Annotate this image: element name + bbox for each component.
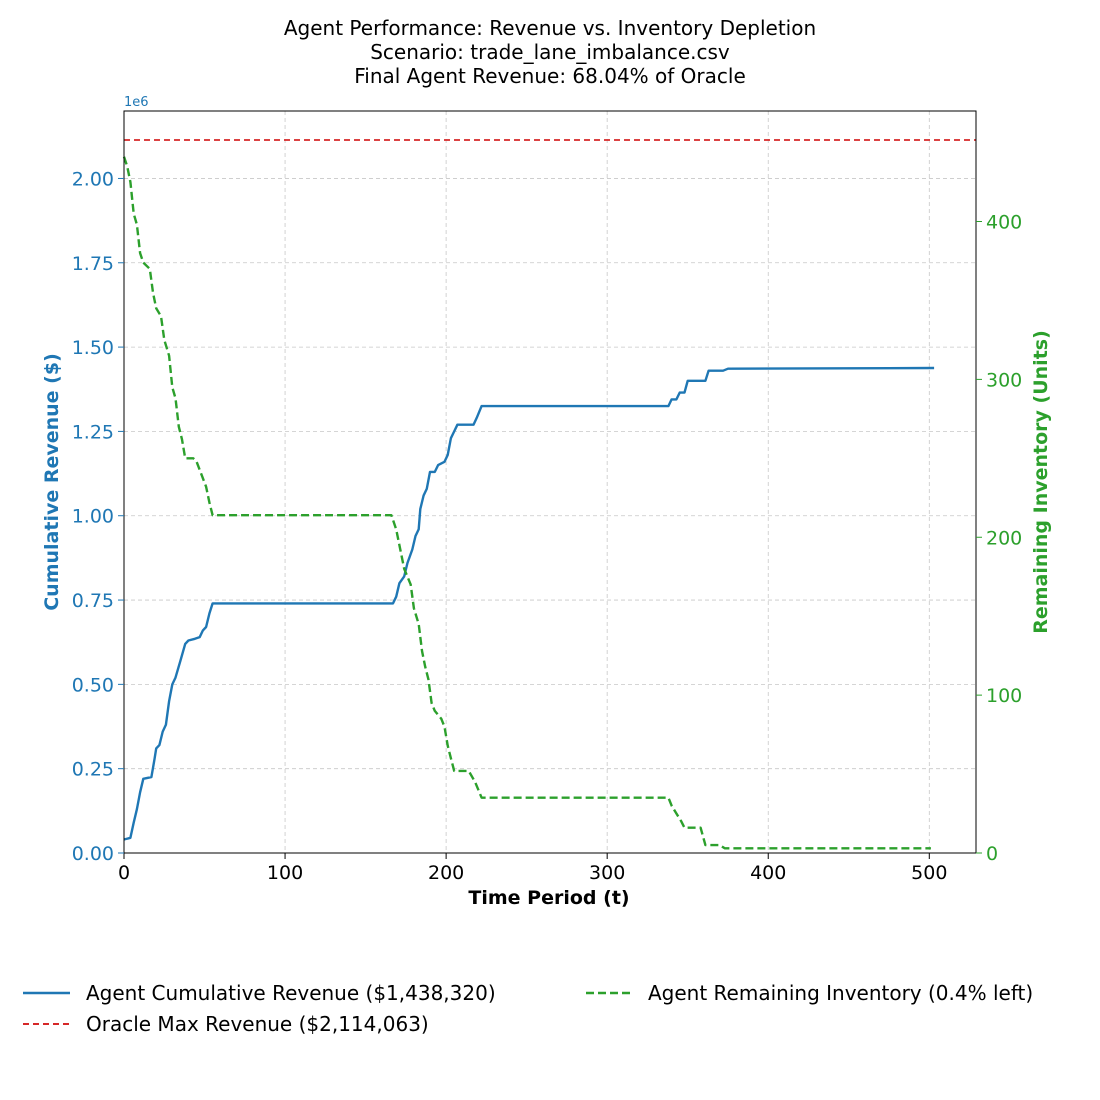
y-left-tick-label: 1.25 — [72, 421, 114, 443]
y-left-tick-label: 1.75 — [72, 253, 114, 275]
y-right-tick-label: 300 — [986, 369, 1022, 391]
x-axis-label: Time Period (t) — [468, 887, 629, 909]
y-left-axis-label: Cumulative Revenue ($) — [41, 353, 63, 611]
legend: Agent Cumulative Revenue ($1,438,320) Or… — [23, 981, 1033, 1036]
y-right-tick-label: 0 — [986, 843, 998, 865]
axes: 0 100 200 300 400 500 0.00 0.25 0.50 0.75 1.00 1.25… — [72, 168, 1023, 884]
y-left-tick-label: 1.00 — [72, 506, 114, 528]
chart-title-line-3: Final Agent Revenue: 68.04% of Oracle — [354, 64, 746, 88]
y-right-tick-label: 200 — [986, 527, 1022, 549]
y-left-tick-label: 0.50 — [72, 674, 114, 696]
legend-revenue-label: Agent Cumulative Revenue ($1,438,320) — [86, 981, 496, 1005]
x-tick-label: 200 — [428, 862, 464, 884]
series-group — [122, 156, 935, 850]
left-axis-offset-label: 1e6 — [124, 95, 149, 110]
y-right-axis-label: Remaining Inventory (Units) — [1030, 330, 1052, 634]
y-left-tick-label: 2.00 — [72, 168, 114, 190]
plot-frame — [123, 110, 977, 854]
chart-title-line-2: Scenario: trade_lane_imbalance.csv — [370, 40, 730, 64]
x-tick-label: 0 — [118, 862, 130, 884]
x-tick-label: 100 — [267, 862, 303, 884]
y-right-tick-label: 400 — [986, 212, 1022, 234]
y-left-tick-label: 0.75 — [72, 590, 114, 612]
y-left-tick-label: 0.25 — [72, 759, 114, 781]
x-tick-label: 500 — [911, 862, 947, 884]
revenue-series-line — [123, 366, 935, 841]
inventory-series-line — [122, 156, 931, 850]
y-left-tick-label: 0.00 — [72, 843, 114, 865]
legend-oracle-label: Oracle Max Revenue ($2,114,063) — [86, 1012, 429, 1036]
chart-title-line-1: Agent Performance: Revenue vs. Inventory… — [284, 16, 816, 40]
grid — [123, 111, 976, 854]
y-right-tick-label: 100 — [986, 685, 1022, 707]
y-left-tick-label: 1.50 — [72, 337, 114, 359]
x-tick-label: 300 — [589, 862, 625, 884]
x-tick-label: 400 — [750, 862, 786, 884]
legend-inventory-label: Agent Remaining Inventory (0.4% left) — [648, 981, 1033, 1005]
